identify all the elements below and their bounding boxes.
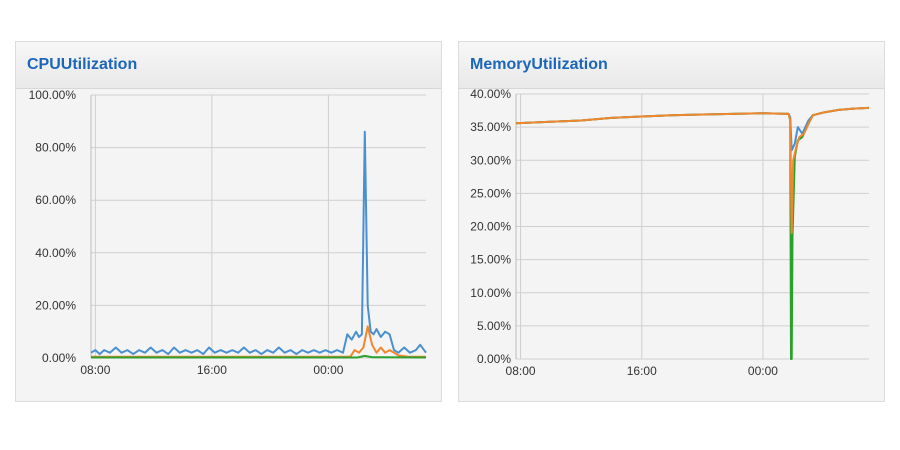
y-tick-label: 40.00% — [470, 89, 511, 101]
series-line[interactable] — [91, 354, 427, 359]
y-tick-label: 35.00% — [470, 120, 511, 134]
cpu-utilization-chart: 0.00% 20.00% 40.00% 60.00% 80.00% 100.00% 08:0… — [29, 89, 427, 377]
series-line[interactable] — [90, 130, 427, 356]
x-tick-label: 00:00 — [313, 363, 343, 377]
y-tick-label: 40.00% — [35, 246, 76, 260]
series-line[interactable] — [515, 106, 870, 235]
y-tick-label: 10.00% — [470, 286, 511, 300]
y-tick-label: 60.00% — [35, 193, 76, 207]
y-tick-label: 15.00% — [470, 253, 511, 267]
x-tick-label: 00:00 — [748, 364, 778, 378]
y-tick-label: 25.00% — [470, 186, 511, 200]
y-tick-label: 30.00% — [470, 153, 511, 167]
y-tick-label: 100.00% — [29, 89, 77, 102]
y-tick-label: 0.00% — [42, 351, 76, 365]
x-tick-label: 16:00 — [627, 364, 657, 378]
y-tick-label: 80.00% — [35, 141, 76, 155]
panel-header: CPUUtilization — [16, 42, 441, 89]
cpu-utilization-panel: CPUUtilization 0.00% 20.00% 40.00% 60.00% 80… — [15, 41, 442, 402]
panel-header: MemoryUtilization — [459, 42, 884, 89]
x-tick-label: 08:00 — [506, 364, 536, 378]
memory-utilization-panel: MemoryUtilization 0.00% 5.00% 10.00% 15.00%… — [458, 41, 885, 402]
memory-utilization-chart: 0.00% 5.00% 10.00% 15.00% 20.00% 25.00% 30.00%… — [470, 89, 870, 378]
x-tick-label: 16:00 — [197, 363, 227, 377]
y-tick-label: 5.00% — [477, 319, 511, 333]
plot-area — [91, 95, 426, 358]
chart-title[interactable]: MemoryUtilization — [470, 56, 608, 73]
y-tick-label: 20.00% — [35, 298, 76, 312]
x-tick-label: 08:00 — [80, 363, 110, 377]
y-tick-label: 20.00% — [470, 220, 511, 234]
chart-title[interactable]: CPUUtilization — [27, 56, 138, 73]
y-tick-label: 0.00% — [477, 352, 511, 366]
